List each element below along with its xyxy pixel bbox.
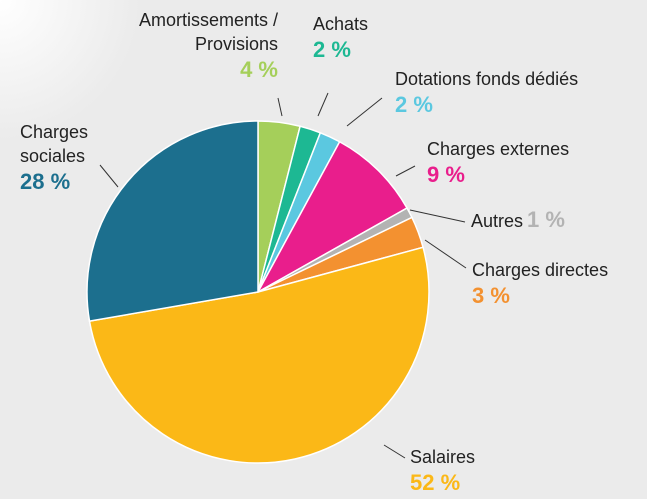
- slice-label: Charges externes 9 %: [427, 137, 627, 189]
- category-label: Dotations fonds dédiés: [395, 69, 579, 89]
- value-label: 1 %: [527, 207, 565, 232]
- slice-label: Amortissements / Provisions 4 %: [78, 8, 278, 84]
- slice-label: Charges directes 3 %: [472, 258, 642, 310]
- leader-line: [424, 239, 467, 269]
- slice-label: Achats 2 %: [313, 12, 433, 64]
- category-label: Autres: [471, 211, 524, 231]
- slice: [86, 120, 259, 322]
- slice-label: Autres 1 %: [471, 206, 631, 234]
- value-label: 9 %: [427, 162, 465, 187]
- leader-line: [346, 97, 383, 127]
- category-label: Charges directes: [472, 260, 609, 280]
- leader-line: [277, 97, 283, 117]
- leader-line: [383, 444, 406, 459]
- category-label: Amortissements / Provisions: [138, 10, 278, 54]
- leader-line: [317, 92, 329, 117]
- category-label: Charges externes: [427, 139, 570, 159]
- slice-label: Charges sociales 28 %: [20, 120, 110, 196]
- value-label: 4 %: [240, 57, 278, 82]
- value-label: 3 %: [472, 283, 510, 308]
- value-label: 28 %: [20, 169, 71, 194]
- leader-line: [99, 164, 119, 188]
- slice: [88, 246, 430, 464]
- value-label: 2 %: [395, 92, 433, 117]
- slice: [256, 140, 408, 294]
- slice-label: Dotations fonds dédiés 2 %: [395, 67, 635, 119]
- leader-line: [409, 209, 466, 223]
- leader-line: [395, 165, 416, 177]
- category-label: Salaires: [410, 447, 476, 467]
- category-label: Achats: [313, 14, 369, 34]
- value-label: 2 %: [313, 37, 351, 62]
- leaders: [99, 92, 467, 459]
- category-label: Charges sociales: [20, 122, 89, 166]
- slice-label: Salaires 52 %: [410, 445, 560, 497]
- value-label: 52 %: [410, 470, 461, 495]
